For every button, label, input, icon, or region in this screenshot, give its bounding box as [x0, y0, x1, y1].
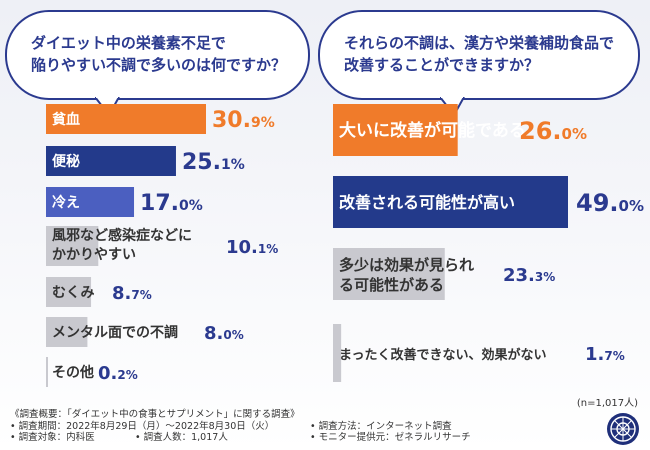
- bar-label-right-2: 多少は効果が見られる可能性がある: [339, 256, 474, 294]
- question-bubble-right: それらの不調は、漢方や栄養補助食品で 改善することができますか？: [318, 10, 640, 100]
- bar-left-2: [46, 187, 135, 217]
- footer-target: • 調査対象：内科医: [10, 432, 95, 443]
- bar-label-left-1: 便秘: [52, 153, 80, 170]
- footer-provider: • モニター提供元：ゼネラルリサーチ: [310, 432, 471, 443]
- brand-logo-icon: [607, 413, 639, 445]
- bar-label-left-5: メンタル面での不調: [52, 324, 178, 341]
- value-label-left-0: 30.9%: [212, 108, 275, 133]
- footer-count: • 調査人数：1,017人: [135, 432, 228, 443]
- footer-period: • 調査期間：2022年8月29日（月）～2022年8月30日（火）: [10, 420, 275, 432]
- bar-right-1: [333, 176, 568, 228]
- chart-left: 貧血 30.9% 便秘 25.1% 冷え 17.0% 風邪など感染症などにかかりやすい 10.…: [46, 104, 278, 387]
- bar-left-6: [46, 357, 48, 387]
- question-right-line-2: 改善することができますか？: [344, 56, 540, 74]
- value-label-right-2: 23.3%: [503, 265, 555, 286]
- footer-title: 《調査概要：「ダイエット中の食事とサプリメント」に関する調査》: [10, 409, 300, 420]
- question-left-line-2: 陥りやすい不調で多いのは何ですか？: [31, 56, 287, 74]
- question-right-line-1: それらの不調は、漢方や栄養補助食品で: [344, 34, 615, 52]
- value-label-left-3: 10.1%: [226, 237, 278, 258]
- value-label-right-3: 1.7%: [585, 344, 625, 365]
- value-label-left-2: 17.0%: [140, 191, 203, 216]
- bar-label-right-3: まったく改善できない、効果がない: [339, 347, 546, 363]
- value-label-left-4: 8.7%: [112, 283, 152, 304]
- bar-left-3: [46, 226, 99, 266]
- bar-label-right-0: 大いに改善が可能である: [339, 120, 526, 141]
- bar-label-left-4: むくみ: [52, 285, 95, 301]
- value-label-right-1: 49.0%: [576, 189, 644, 217]
- bar-label-right-1: 改善される可能性が高い: [339, 193, 515, 212]
- bar-right-3: [333, 324, 342, 382]
- value-label-left-5: 8.0%: [204, 323, 244, 344]
- sample-size-note: (n=1,017人): [576, 398, 638, 409]
- bar-left-5: [46, 317, 88, 347]
- bar-label-left-6: その他: [52, 364, 94, 381]
- survey-footer: 《調査概要：「ダイエット中の食事とサプリメント」に関する調査》 • 調査期間：2…: [10, 409, 570, 444]
- bar-label-left-0: 貧血: [52, 111, 80, 128]
- bar-left-1: [46, 146, 176, 176]
- bar-left-4: [46, 277, 92, 307]
- bar-left-0: [46, 104, 206, 134]
- question-left-line-1: ダイエット中の栄養素不足で: [31, 34, 226, 52]
- bar-right-0: [333, 104, 458, 156]
- value-label-left-6: 0.2%: [98, 363, 138, 384]
- question-bubble-left: ダイエット中の栄養素不足で 陥りやすい不調で多いのは何ですか？: [5, 10, 310, 100]
- bar-right-2: [333, 248, 445, 300]
- value-label-left-1: 25.1%: [182, 150, 245, 175]
- value-label-right-0: 26.0%: [519, 117, 587, 145]
- bar-label-left-3: 風邪など感染症などにかかりやすい: [52, 227, 192, 263]
- bar-label-left-2: 冷え: [52, 194, 80, 211]
- footer-method: • 調査方法：インターネット調査: [310, 420, 452, 432]
